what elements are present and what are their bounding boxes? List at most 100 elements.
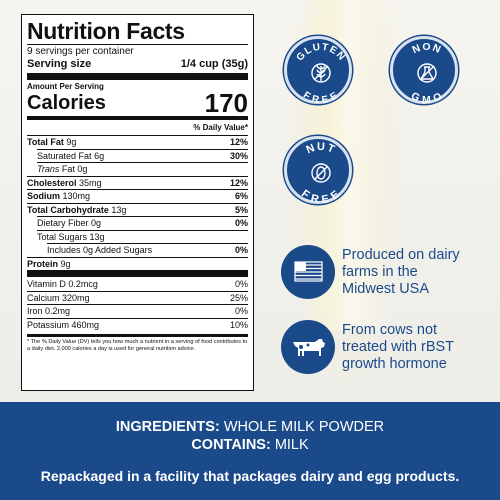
nutrient-label: Total Carbohydrate <box>27 204 109 215</box>
gluten-free-bottom-text: FREE <box>301 90 340 106</box>
nutrient-label: Total Sugars <box>37 231 88 242</box>
daily-value-footnote: * The % Daily Value (DV) tells you how m… <box>27 334 248 352</box>
nutrient-row-sodium: Sodium 130mg 6% <box>27 189 248 203</box>
servings-per-container: 9 servings per container <box>27 46 134 57</box>
claim-line: Produced on dairy <box>342 247 460 263</box>
nut-free-bottom-text: FREE <box>299 188 341 207</box>
nutrient-row-trans-fat: Trans Fat 0g <box>37 162 248 176</box>
ingredients-line: INGREDIENTS: WHOLE MILK POWDER <box>0 418 500 436</box>
claim-line: growth hormone <box>342 356 447 372</box>
nutrient-row-protein: Protein 9g <box>27 256 248 271</box>
vitamin-dv: 10% <box>229 319 248 330</box>
vitamin-label: Potassium 460mg <box>27 319 100 330</box>
nutrient-dv: 30% <box>229 150 248 161</box>
nutrient-label: Dietary Fiber <box>37 218 89 229</box>
nutrient-amount: 35mg <box>79 177 102 188</box>
nutrient-label: Saturated Fat <box>37 150 92 161</box>
divider <box>27 44 248 45</box>
nut-free-badge: NUT FREE <box>284 136 352 207</box>
svg-text:GMO: GMO <box>409 90 445 106</box>
nutrient-row-total-fat: Total Fat 9g 12% <box>27 135 248 149</box>
vitamin-label: Calcium 320mg <box>27 292 90 303</box>
nutrient-label: Cholesterol <box>27 177 77 188</box>
nutrient-amount: 13g <box>89 231 105 242</box>
claim-midwest: Produced on dairy farms in the Midwest U… <box>342 247 460 298</box>
us-flag-icon <box>294 261 323 282</box>
non-gmo-top-text: NON <box>411 41 443 56</box>
nutrient-dv: 0% <box>234 218 248 229</box>
repackaged-statement: Repackaged in a facility that packages d… <box>40 468 460 484</box>
serving-size-label: Serving size <box>27 58 92 70</box>
vitamin-row-vitamin-d: Vitamin D 0.2mcg 0% <box>27 277 248 291</box>
nutrient-row-saturated-fat: Saturated Fat 6g 30% <box>37 148 248 163</box>
claim-line: treated with rBST <box>342 339 455 355</box>
wheat-icon <box>311 63 331 83</box>
medium-divider <box>27 116 248 120</box>
thick-divider <box>27 73 248 80</box>
nutrient-row-total-sugars: Total Sugars 13g <box>37 229 248 244</box>
ingredients-label: INGREDIENTS: <box>115 419 220 435</box>
svg-text:GLUTEN: GLUTEN <box>295 42 348 64</box>
vitamin-label: Vitamin D 0.2mcg <box>27 278 98 289</box>
nutrient-amount: 130mg <box>62 191 91 202</box>
nutrient-dv: 12% <box>229 177 248 188</box>
nut-free-top-text: NUT <box>305 141 337 156</box>
svg-text:FREE: FREE <box>301 90 341 106</box>
daily-value-header: % Daily Value* <box>193 123 248 132</box>
us-flag-icon-circle <box>281 245 335 299</box>
nutrient-label: Includes 0g Added Sugars <box>47 245 153 256</box>
nutrient-amount: 9g <box>60 258 71 269</box>
nutrition-facts-panel: Nutrition Facts 9 servings per container… <box>21 14 254 391</box>
ingredients-footer: INGREDIENTS: WHOLE MILK POWDER CONTAINS:… <box>0 402 500 500</box>
vitamin-label: Iron 0.2mg <box>27 306 71 317</box>
contains-value: MILK <box>274 437 309 453</box>
contains-line: CONTAINS: MILK <box>0 436 500 454</box>
gluten-free-top-text: GLUTEN <box>295 42 347 64</box>
non-gmo-badge: NON GMO <box>390 36 458 106</box>
claim-rbst: From cows not treated with rBST growth h… <box>342 322 454 373</box>
claim-line: farms in the <box>342 264 418 280</box>
vitamin-dv: 0% <box>234 306 248 317</box>
ingredients-value: WHOLE MILK POWDER <box>223 419 385 435</box>
serving-size-value: 1/4 cup (35g) <box>180 58 248 70</box>
nutrient-label: Trans <box>37 164 60 175</box>
calories-value: 170 <box>204 88 248 118</box>
nutrient-amount: Fat 0g <box>61 164 88 175</box>
nutrient-amount: 9g <box>66 137 77 148</box>
vitamin-row-calcium: Calcium 320mg 25% <box>27 290 248 305</box>
amount-per-serving: Amount Per Serving <box>27 82 104 91</box>
nutrient-dv: 12% <box>229 137 248 148</box>
non-gmo-bottom-text: GMO <box>409 90 444 106</box>
nutrient-amount: 6g <box>94 150 105 161</box>
nutrient-row-dietary-fiber: Dietary Fiber 0g 0% <box>37 216 248 230</box>
thick-divider <box>27 270 248 277</box>
nutrient-row-total-carbohydrate: Total Carbohydrate 13g 5% <box>27 202 248 217</box>
vitamin-row-potassium: Potassium 460mg 10% <box>27 317 248 332</box>
nutrient-amount: 13g <box>111 204 127 215</box>
calories-label: Calories <box>27 92 106 114</box>
nutrient-label: Protein <box>27 258 59 269</box>
nutrient-row-added-sugars: Includes 0g Added Sugars 0% <box>47 243 248 257</box>
nutrient-label: Total Fat <box>27 137 64 148</box>
svg-text:NON: NON <box>411 41 444 56</box>
nutrient-amount: 0g <box>91 218 102 229</box>
nut-icon <box>311 163 331 183</box>
svg-text:NUT: NUT <box>305 141 338 156</box>
cow-icon <box>293 339 325 356</box>
nutrient-dv: 5% <box>234 204 248 215</box>
nutrient-row-cholesterol: Cholesterol 35mg 12% <box>27 175 248 190</box>
flask-icon <box>417 63 437 83</box>
svg-text:FREE: FREE <box>299 188 343 207</box>
nutrient-dv: 6% <box>234 191 248 202</box>
nutrition-facts-title: Nutrition Facts <box>27 18 185 44</box>
nutrient-label: Sodium <box>27 191 60 202</box>
nutrient-dv: 0% <box>234 245 248 256</box>
gluten-free-badge: GLUTEN FREE <box>284 36 352 106</box>
claim-line: From cows not <box>342 322 438 338</box>
vitamin-row-iron: Iron 0.2mg 0% <box>27 304 248 318</box>
contains-label: CONTAINS: <box>191 437 271 453</box>
claim-line: Midwest USA <box>342 281 430 297</box>
vitamin-dv: 25% <box>229 292 248 303</box>
calories-row: Calories 170 <box>27 88 248 118</box>
cow-icon-circle <box>281 320 335 374</box>
